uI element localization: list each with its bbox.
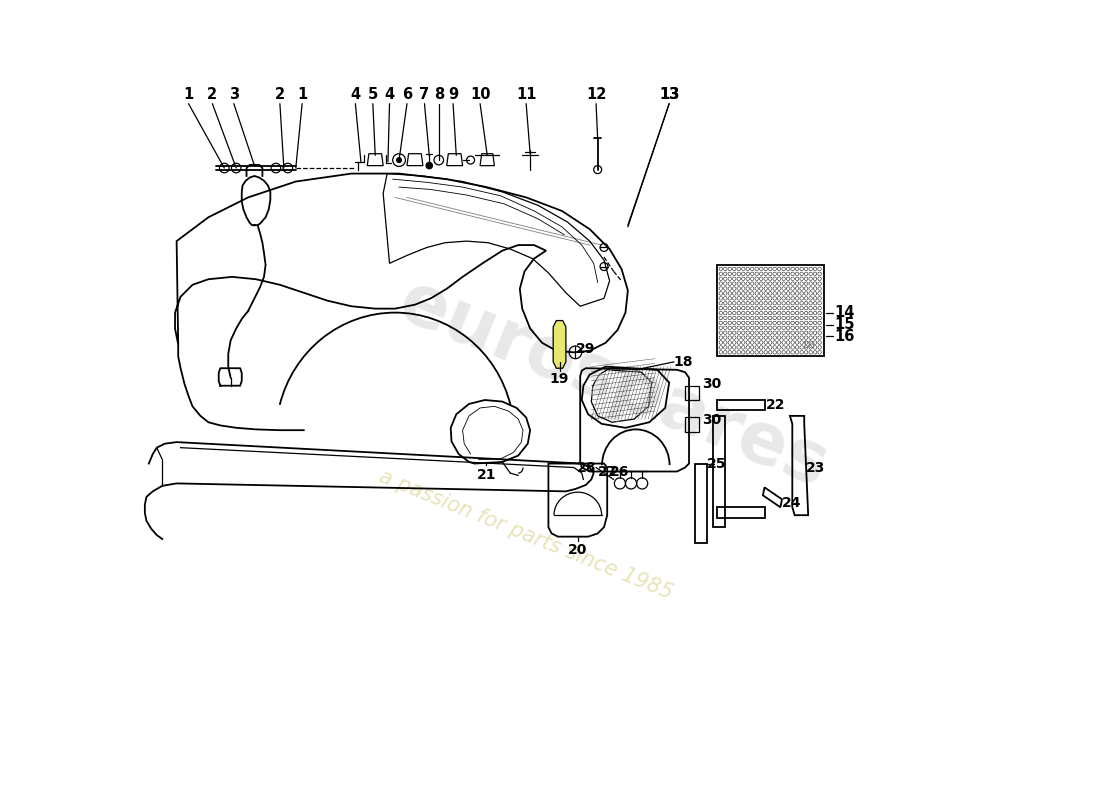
Text: eurospares: eurospares: [388, 266, 838, 502]
Circle shape: [426, 162, 432, 169]
Text: 9: 9: [448, 87, 458, 102]
Text: 13: 13: [659, 87, 680, 102]
Text: 26: 26: [610, 466, 629, 479]
Text: 5: 5: [367, 87, 378, 102]
Text: 21: 21: [476, 467, 496, 482]
Text: 11: 11: [516, 87, 537, 102]
Text: 12: 12: [586, 87, 606, 102]
Text: 1: 1: [297, 87, 307, 102]
Text: 30: 30: [703, 413, 722, 427]
Text: 22: 22: [766, 398, 785, 412]
Text: 20: 20: [568, 543, 587, 557]
Text: 23: 23: [806, 461, 825, 474]
Text: 10: 10: [470, 87, 491, 102]
Text: a passion for parts since 1985: a passion for parts since 1985: [376, 466, 675, 603]
Text: 1: 1: [184, 87, 194, 102]
Text: 3: 3: [229, 87, 239, 102]
Circle shape: [397, 158, 401, 162]
Text: 4: 4: [350, 87, 361, 102]
Text: 28: 28: [576, 461, 596, 474]
Text: 2: 2: [275, 87, 285, 102]
Text: 4: 4: [385, 87, 395, 102]
Text: DG: DG: [804, 341, 816, 350]
Polygon shape: [553, 321, 565, 368]
Text: 2: 2: [207, 87, 218, 102]
Polygon shape: [717, 265, 824, 356]
Text: 8: 8: [433, 87, 444, 102]
Text: 30: 30: [703, 377, 722, 391]
Text: 16: 16: [835, 329, 855, 344]
Text: 18: 18: [674, 355, 693, 369]
Text: 27: 27: [597, 466, 617, 479]
Text: 15: 15: [835, 317, 855, 332]
Text: 7: 7: [419, 87, 429, 102]
Text: 14: 14: [835, 305, 855, 320]
Text: 6: 6: [402, 87, 412, 102]
Text: 24: 24: [782, 496, 802, 510]
Text: 13: 13: [659, 87, 680, 102]
Text: 29: 29: [575, 342, 595, 356]
Text: 25: 25: [707, 457, 727, 470]
Text: 19: 19: [550, 372, 569, 386]
